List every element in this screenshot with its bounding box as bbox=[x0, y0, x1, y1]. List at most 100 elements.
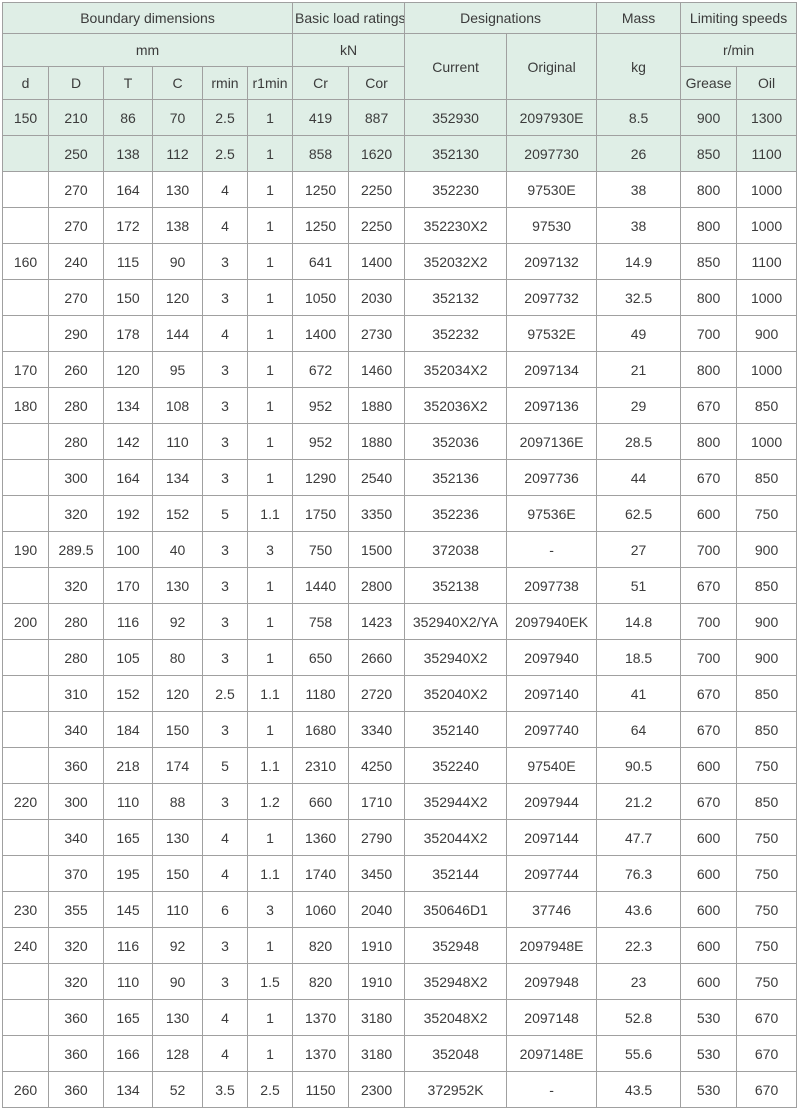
cell-r1min: 1 bbox=[246, 171, 294, 208]
cell-current-designation: 352036 bbox=[404, 423, 508, 460]
table-row: 260 360 134 52 3.5 2.5 1150 2300 372952K -43.5 530… bbox=[2, 1071, 798, 1108]
cell-D: 360 bbox=[48, 1071, 104, 1108]
cell-mass: 22.3 bbox=[596, 927, 682, 964]
cell-mass: 18.5 bbox=[596, 639, 682, 676]
cell-oil-speed: 850 bbox=[736, 387, 798, 424]
cell-mass: 29 bbox=[596, 387, 682, 424]
cell-original-designation: 2097144 bbox=[506, 819, 598, 856]
cell-cor: 1880 bbox=[348, 423, 406, 460]
cell-original-designation: 2097140 bbox=[506, 675, 598, 712]
cell-D: 320 bbox=[48, 567, 104, 604]
cell-D: 280 bbox=[48, 387, 104, 424]
cell-d bbox=[2, 711, 49, 748]
cell-cr: 858 bbox=[292, 135, 350, 172]
cell-oil-speed: 900 bbox=[736, 603, 798, 640]
cell-d: 200 bbox=[2, 603, 49, 640]
cell-grease-speed: 670 bbox=[680, 783, 738, 820]
cell-cr: 419 bbox=[292, 99, 350, 136]
cell-C: 130 bbox=[152, 567, 203, 604]
cell-T: 165 bbox=[103, 819, 153, 856]
cell-cor: 1710 bbox=[348, 783, 406, 820]
cell-rmin: 4 bbox=[202, 855, 248, 892]
cell-D: 355 bbox=[48, 891, 104, 928]
table-row: 320 192 152 5 1.1 1750 3350 352236 97536E 62.5 600… bbox=[2, 495, 798, 532]
cell-D: 250 bbox=[48, 135, 104, 172]
cell-r1min: 1 bbox=[246, 387, 294, 424]
cell-d: 260 bbox=[2, 1071, 49, 1108]
cell-original-designation: 2097744 bbox=[506, 855, 598, 892]
cell-cr: 1750 bbox=[292, 495, 350, 532]
cell-C: 52 bbox=[152, 1071, 203, 1108]
cell-original-designation: 2097730 bbox=[506, 135, 598, 172]
cell-original-designation: 2097134 bbox=[506, 351, 598, 388]
cell-oil-speed: 670 bbox=[736, 1071, 798, 1108]
cell-current-designation: 352048 bbox=[404, 1035, 508, 1072]
table-row: 270 164 130 4 1 1250 2250 352230 97530E 38 800 1000 bbox=[2, 171, 798, 208]
table-body: 150 210 86 70 2.5 1 419 887 352930 2097930E 8.5 900… bbox=[2, 99, 798, 1108]
cell-r1min: 1 bbox=[246, 567, 294, 604]
col-header-T: T bbox=[103, 66, 153, 100]
cell-original-designation: 2097736 bbox=[506, 459, 598, 496]
header-unit-mm: mm bbox=[1, 33, 294, 67]
cell-cr: 1290 bbox=[292, 459, 350, 496]
cell-oil-speed: 750 bbox=[736, 819, 798, 856]
cell-original-designation: 2097740 bbox=[506, 711, 598, 748]
cell-oil-speed: 850 bbox=[736, 675, 798, 712]
header-unit-kg: kg bbox=[596, 33, 682, 100]
cell-C: 134 bbox=[152, 459, 203, 496]
table-row: 200 280 116 92 3 1 758 1423 352940X2/YA 2097940EK… bbox=[2, 603, 798, 640]
cell-T: 184 bbox=[103, 711, 153, 748]
cell-original-designation: 2097148E bbox=[506, 1035, 598, 1072]
cell-original-designation: 2097948E bbox=[506, 927, 598, 964]
cell-d bbox=[2, 567, 49, 604]
cell-rmin: 4 bbox=[202, 819, 248, 856]
cell-oil-speed: 900 bbox=[736, 315, 798, 352]
cell-d bbox=[2, 639, 49, 676]
cell-cr: 650 bbox=[292, 639, 350, 676]
cell-r1min: 1 bbox=[246, 927, 294, 964]
cell-rmin: 3 bbox=[202, 963, 248, 1000]
cell-D: 370 bbox=[48, 855, 104, 892]
cell-D: 320 bbox=[48, 495, 104, 532]
cell-rmin: 4 bbox=[202, 207, 248, 244]
cell-original-designation: 2097132 bbox=[506, 243, 598, 280]
table-row: 270 172 138 4 1 1250 2250 352230X2 97530 38 800 100… bbox=[2, 207, 798, 244]
cell-D: 280 bbox=[48, 423, 104, 460]
cell-rmin: 2.5 bbox=[202, 99, 248, 136]
cell-r1min: 1 bbox=[246, 999, 294, 1036]
cell-r1min: 1.1 bbox=[246, 495, 294, 532]
cell-mass: 21.2 bbox=[596, 783, 682, 820]
cell-current-designation: 352048X2 bbox=[404, 999, 508, 1036]
cell-rmin: 4 bbox=[202, 1035, 248, 1072]
table-row: 320 110 90 3 1.5 820 1910 352948X2 2097948 23 600 7… bbox=[2, 963, 798, 1000]
cell-cor: 1910 bbox=[348, 927, 406, 964]
cell-cor: 2040 bbox=[348, 891, 406, 928]
cell-grease-speed: 600 bbox=[680, 927, 738, 964]
cell-D: 340 bbox=[48, 819, 104, 856]
cell-rmin: 4 bbox=[202, 999, 248, 1036]
cell-current-designation: 352040X2 bbox=[404, 675, 508, 712]
cell-r1min: 1 bbox=[246, 423, 294, 460]
cell-C: 110 bbox=[152, 423, 203, 460]
cell-rmin: 6 bbox=[202, 891, 248, 928]
cell-cor: 1460 bbox=[348, 351, 406, 388]
cell-current-designation: 352236 bbox=[404, 495, 508, 532]
cell-cor: 3450 bbox=[348, 855, 406, 892]
cell-T: 134 bbox=[103, 1071, 153, 1108]
cell-original-designation: 97536E bbox=[506, 495, 598, 532]
cell-d: 180 bbox=[2, 387, 49, 424]
cell-oil-speed: 750 bbox=[736, 747, 798, 784]
cell-original-designation: 2097732 bbox=[506, 279, 598, 316]
cell-D: 310 bbox=[48, 675, 104, 712]
cell-D: 270 bbox=[48, 171, 104, 208]
table-row: 170 260 120 95 3 1 672 1460 352034X2 2097134 21 800… bbox=[2, 351, 798, 388]
cell-rmin: 4 bbox=[202, 315, 248, 352]
cell-T: 192 bbox=[103, 495, 153, 532]
cell-oil-speed: 1000 bbox=[736, 171, 798, 208]
cell-C: 40 bbox=[152, 531, 203, 568]
cell-grease-speed: 800 bbox=[680, 351, 738, 388]
cell-r1min: 1 bbox=[246, 1035, 294, 1072]
cell-mass: 27 bbox=[596, 531, 682, 568]
cell-oil-speed: 750 bbox=[736, 855, 798, 892]
cell-mass: 8.5 bbox=[596, 99, 682, 136]
